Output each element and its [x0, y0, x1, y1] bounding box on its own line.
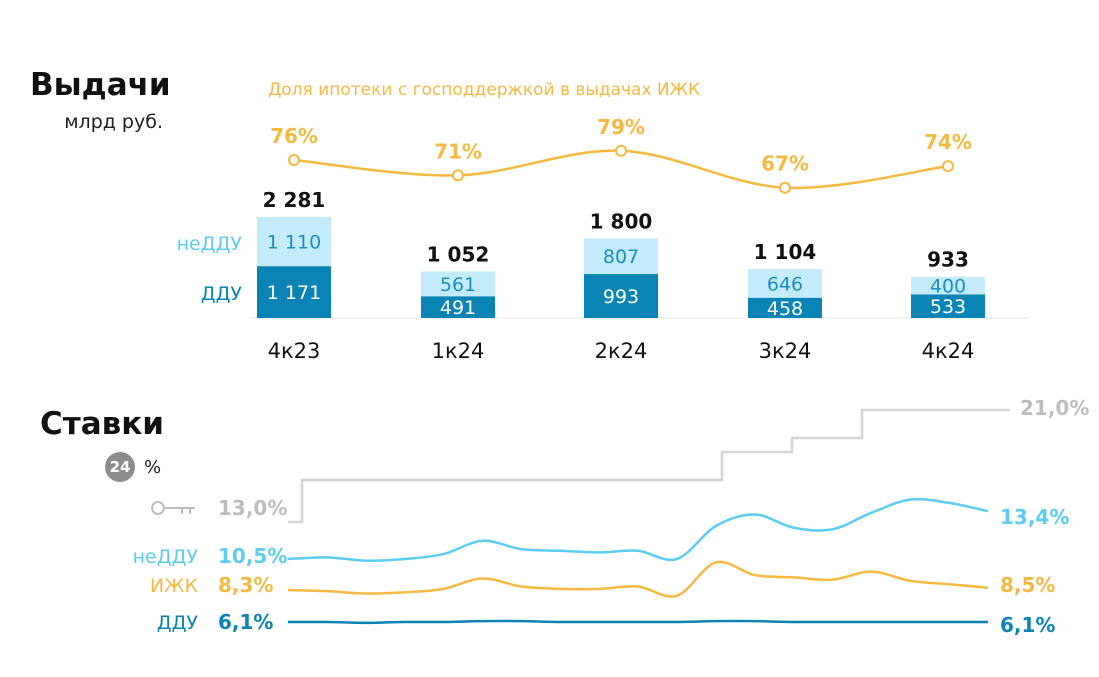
category-label: 3к24	[759, 339, 812, 363]
rates-legend-izhk: ИЖК	[150, 575, 199, 597]
bar-total-label: 2 281	[263, 188, 326, 212]
badge-number: 24	[110, 458, 131, 476]
ddu-end-label: 6,1%	[1000, 613, 1055, 637]
bar-total-label: 933	[927, 248, 969, 272]
category-label: 4к24	[922, 339, 975, 363]
bar-ddu-3	[748, 297, 822, 318]
gov-share-label: 71%	[434, 139, 482, 163]
gov-share-label: 76%	[270, 124, 318, 148]
category-label: 4к23	[268, 339, 321, 363]
gov-share-point	[288, 154, 300, 166]
bar-ddu-0	[257, 266, 331, 318]
gov-share-label: 67%	[761, 152, 809, 176]
bar-ddu-label: 993	[603, 286, 639, 308]
rates-line-chart	[287, 408, 1010, 625]
bar-ddu-1	[421, 296, 495, 318]
bar-nonddu-label: 646	[767, 273, 803, 295]
badge-circle	[105, 452, 135, 482]
nonddu-rate-series-line	[287, 497, 989, 562]
bar-ddu-label: 1 171	[267, 282, 321, 304]
izhk-rate-series-line	[287, 560, 989, 598]
bar-nonddu-0	[257, 217, 331, 267]
gov-share-point	[452, 169, 464, 182]
bar-total-label: 1 052	[427, 242, 490, 266]
gov-share-point	[615, 144, 627, 157]
key-rate-end-label: 21,0%	[1020, 396, 1089, 420]
category-label: 1к24	[432, 339, 485, 363]
bar-nonddu-label: 807	[603, 246, 639, 268]
rates-unit: %	[144, 457, 161, 478]
legend-nonddu: неДДУ	[177, 233, 243, 255]
gov-share-title: Доля ипотеки с господдержкой в выдачах И…	[268, 80, 700, 100]
gov-share-point	[942, 160, 954, 173]
gov-share-label: 74%	[924, 130, 972, 154]
issuance-title: Выдачи	[30, 67, 171, 103]
key-rate-start-label: 13,0%	[218, 496, 287, 520]
bar-total-label: 1 104	[754, 240, 817, 264]
key-rate-series-line	[288, 408, 1010, 524]
nonddu-start-label: 10,5%	[218, 544, 287, 568]
nonddu-end-label: 13,4%	[1000, 505, 1069, 529]
bar-nonddu-2	[584, 238, 658, 275]
key-icon	[151, 501, 195, 515]
gov-share-point	[779, 181, 791, 194]
bar-ddu-2	[584, 274, 658, 318]
bar-total-label: 1 800	[590, 209, 653, 233]
bar-ddu-label: 491	[440, 297, 476, 319]
bar-nonddu-4	[911, 276, 985, 295]
ddu-start-label: 6,1%	[218, 610, 273, 634]
rates-unit-badge: 24	[105, 452, 135, 482]
rates-legend-nonddu: неДДУ	[133, 546, 199, 568]
legend-ddu: ДДУ	[201, 283, 243, 305]
rates-title: Ставки	[40, 406, 164, 442]
izhk-end-label: 8,5%	[1000, 573, 1055, 597]
bar-ddu-4	[911, 294, 985, 318]
gov-share-line-chart: 76% 71% 79% 67% 74%	[270, 115, 972, 194]
ddu-rate-series-line	[287, 619, 988, 625]
rates-legend-ddu: ДДУ	[157, 612, 199, 634]
gov-share-label: 79%	[597, 115, 645, 139]
bar-ddu-label: 458	[767, 298, 803, 320]
bar-nonddu-label: 561	[440, 274, 476, 296]
bar-nonddu-1	[421, 271, 495, 297]
issuance-unit: млрд руб.	[64, 111, 163, 133]
bar-ddu-label: 533	[930, 296, 966, 318]
category-label: 2к24	[595, 339, 648, 363]
izhk-start-label: 8,3%	[218, 573, 273, 597]
bar-nonddu-label: 400	[930, 276, 966, 298]
bar-nonddu-3	[748, 269, 822, 298]
bar-nonddu-label: 1 110	[267, 232, 321, 254]
